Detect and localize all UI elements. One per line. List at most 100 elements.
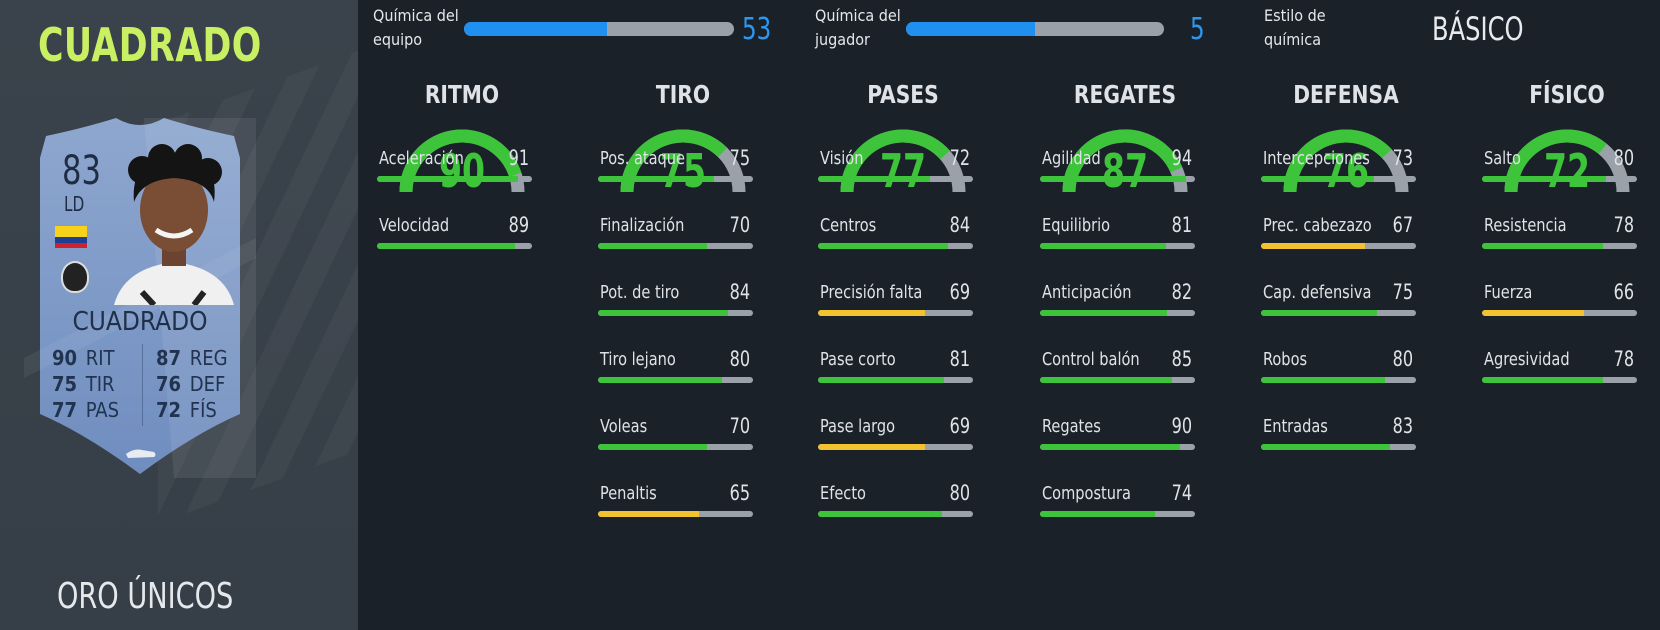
stat-bar [818,176,973,182]
stat-row: Prec. cabezazo 67 [1261,213,1421,255]
stat-name: Cap. defensiva [1263,282,1372,303]
stat-bar [598,243,753,249]
stat-name: Penaltis [600,483,657,504]
stat-name: Intercepciones [1263,148,1370,169]
stat-bar-fill [377,176,519,182]
stat-row: Intercepciones 73 [1261,146,1421,188]
stat-value: 67 [1392,213,1413,237]
stat-value: 74 [1171,481,1192,505]
stat-value: 82 [1171,280,1192,304]
stat-value: 83 [1392,414,1413,438]
stat-row: Voleas 70 [598,414,758,456]
stat-bar [1040,444,1195,450]
stat-name: Pos. ataque [600,148,686,169]
gauge-fill [840,129,950,193]
stat-row: Tiro lejano 80 [598,347,758,389]
stat-name: Finalización [600,215,685,236]
stat-bar [377,243,532,249]
stat-bar-fill [1482,243,1603,249]
stat-bar-fill [818,310,925,316]
stat-bar [598,511,753,517]
stat-bar-fill [1261,444,1390,450]
stat-bar-fill [1040,444,1180,450]
colombia-flag-icon [55,226,87,248]
stat-name: Pot. de tiro [600,282,680,303]
stat-value: 70 [729,414,750,438]
stat-row: Resistencia 78 [1482,213,1642,255]
stat-name: Fuerza [1484,282,1533,303]
stat-value: 80 [729,347,750,371]
stat-bar [818,243,973,249]
player-chemistry-value: 5 [1190,12,1205,47]
stat-row: Centros 84 [818,213,978,255]
stat-bar-fill [1261,176,1375,182]
stat-row: Robos 80 [1261,347,1421,389]
stat-row: Regates 90 [1040,414,1200,456]
stat-value: 73 [1392,146,1413,170]
category-gauge [620,129,746,193]
stat-bar-fill [598,444,707,450]
stat-value: 78 [1613,347,1634,371]
stat-bar [598,444,753,450]
stat-value: 91 [508,146,529,170]
stat-name: Agresividad [1484,349,1570,370]
player-chemistry-fill [906,22,1035,36]
stat-name: Velocidad [379,215,450,236]
chemistry-style-label: Estilo de química [1264,6,1326,49]
category-title: DEFENSA [1293,80,1399,109]
stat-name: Equilibrio [1042,215,1111,236]
stat-value: 80 [1392,347,1413,371]
stat-bar [598,377,753,383]
stat-value: 85 [1171,347,1192,371]
gauge-fill [399,129,522,193]
stat-bar-fill [598,511,699,517]
category-rating: 90 [438,144,486,198]
stat-bar [377,176,532,182]
stat-value: 80 [949,481,970,505]
stat-name: Regates [1042,416,1101,437]
category-gauge [1504,129,1630,193]
team-chemistry-value: 53 [742,12,772,47]
stat-row: Equilibrio 81 [1040,213,1200,255]
player-summary-panel: CUADRADO 83 LD [0,0,358,630]
stat-row: Fuerza 66 [1482,280,1642,322]
card-type: ORO ÚNICOS [57,576,234,617]
stat-row: Pase corto 81 [818,347,978,389]
stat-bar-fill [818,176,930,182]
category-gauge [399,129,525,193]
stat-name: Voleas [600,416,648,437]
stat-name: Control balón [1042,349,1140,370]
category-gauge [840,129,966,193]
card-stat: 90 RIT [52,346,115,370]
stat-value: 94 [1171,146,1192,170]
stat-name: Agilidad [1042,148,1101,169]
stat-bar-fill [598,176,715,182]
stat-name: Entradas [1263,416,1328,437]
stat-name: Prec. cabezazo [1263,215,1372,236]
category-gauge [1283,129,1409,193]
stat-bar [818,377,973,383]
stat-bar-fill [1040,511,1155,517]
stat-bar [1261,377,1416,383]
stat-value: 84 [949,213,970,237]
stat-row: Cap. defensiva 75 [1261,280,1421,322]
stat-bar [1261,310,1416,316]
stat-value: 69 [949,280,970,304]
stat-bar [1261,176,1416,182]
stat-bar-fill [1040,243,1166,249]
category-rating: 75 [659,144,707,198]
stat-bar [818,511,973,517]
stat-bar-fill [1040,377,1172,383]
stat-bar [1040,176,1195,182]
stat-value: 78 [1613,213,1634,237]
player-card[interactable]: 83 LD CUADRADO 90 RIT 75 TIR 77 PAS 87 R… [24,118,256,478]
stat-name: Pase corto [820,349,896,370]
card-position: LD [64,192,85,216]
card-stat: 76 DEF [156,372,226,396]
stat-value: 70 [729,213,750,237]
category-title: TIRO [655,80,711,109]
category-title: RITMO [424,80,500,109]
chemistry-style-value[interactable]: BÁSICO [1432,10,1524,48]
stat-name: Centros [820,215,877,236]
boot-icon [126,449,156,458]
